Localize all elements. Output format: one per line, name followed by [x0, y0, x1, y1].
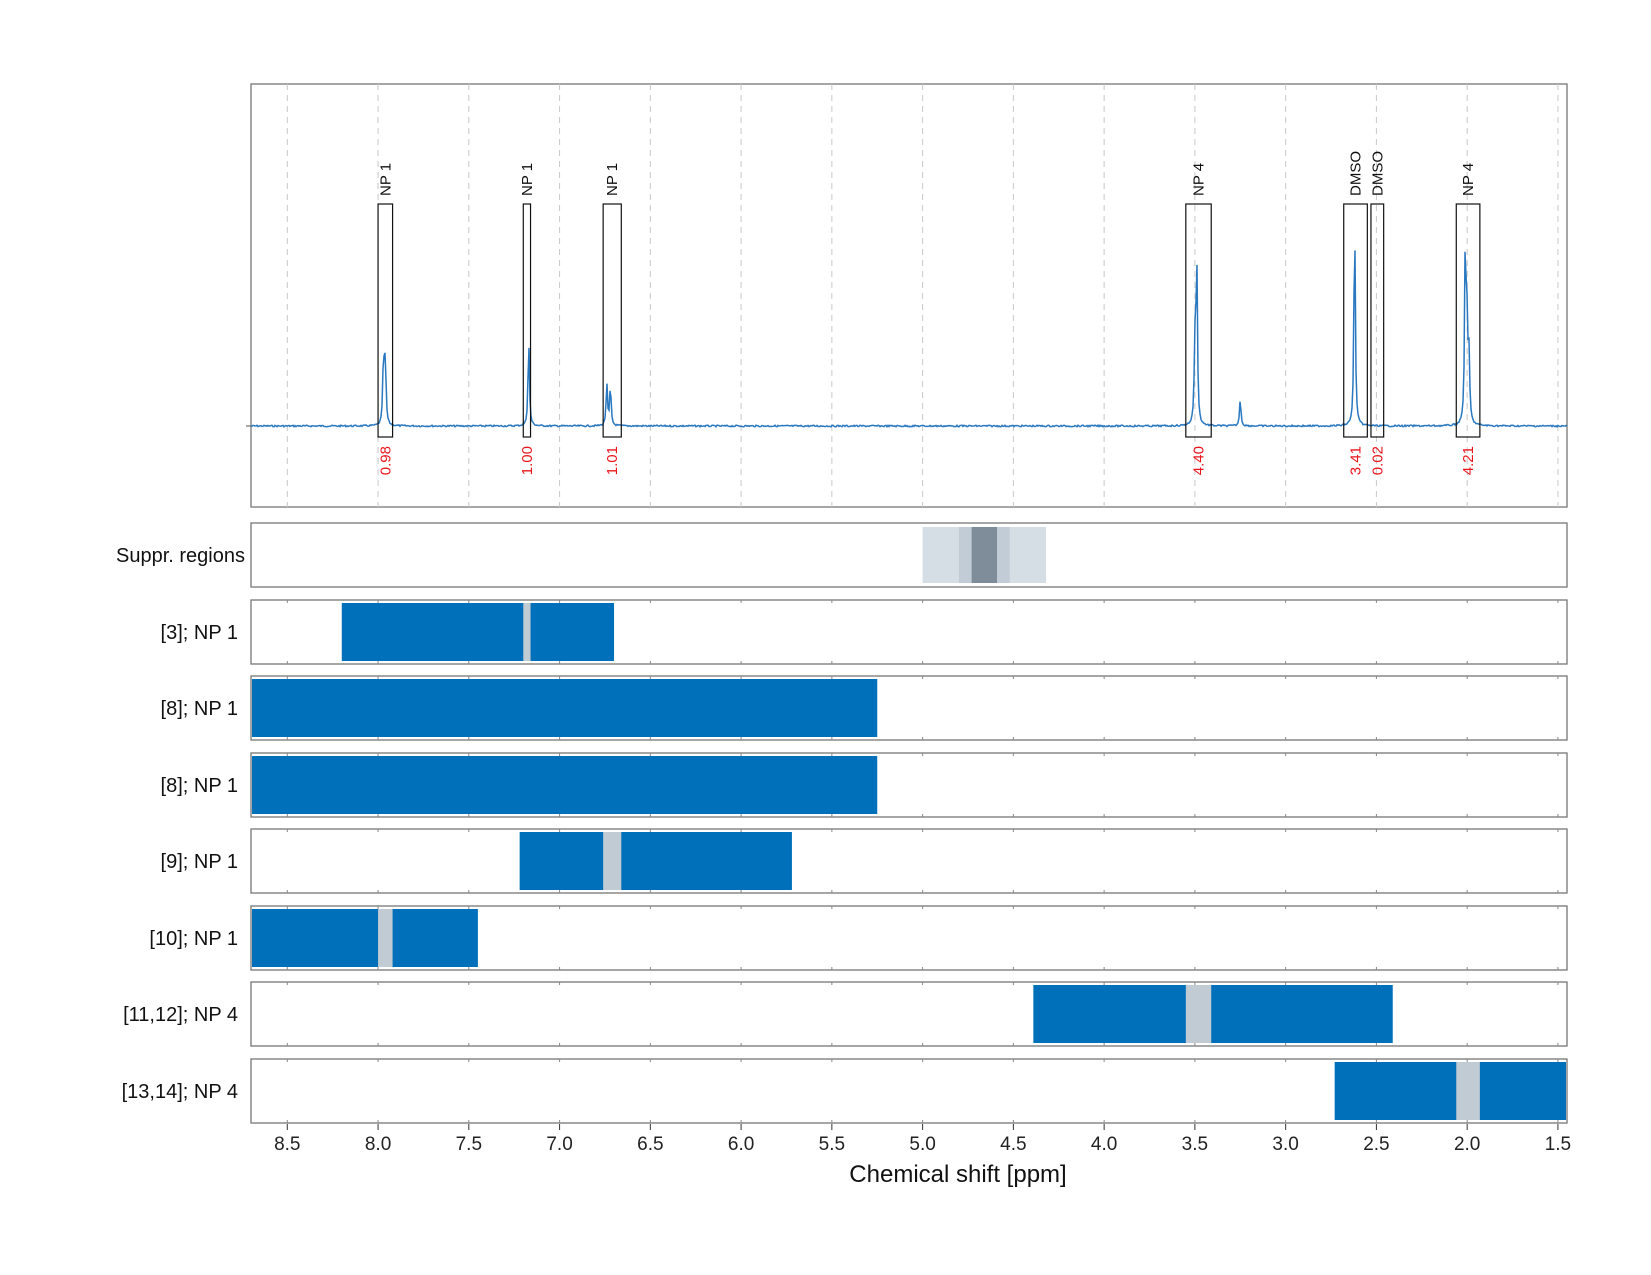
track-label: [10]; NP 1	[149, 928, 238, 950]
x-tick-label: 7.5	[456, 1134, 482, 1155]
annotation-box	[1455, 203, 1481, 438]
integral-value: 0.98	[377, 446, 394, 475]
peak-label: NP 1	[377, 163, 394, 196]
annotation-box	[1370, 203, 1385, 438]
suppressed-regions-panel: Suppr. regions	[116, 522, 1568, 588]
suppr-frame	[250, 522, 1568, 588]
x-tick-label: 2.0	[1454, 1134, 1480, 1155]
x-tick-label: 3.0	[1272, 1134, 1298, 1155]
fit-track: [9]; NP 1	[161, 828, 1568, 894]
x-tick-label: 1.5	[1545, 1134, 1571, 1155]
x-tick-label: 3.5	[1182, 1134, 1208, 1155]
x-axis: 8.5 8.0 7.5 7.0 6.5 6.0 5.5 5.0 4.5 4.0 3.5 3.0 2.5 2…	[274, 1124, 1571, 1155]
peak-annotation: DMSO 0.02	[1369, 151, 1386, 475]
fit-track: [8]; NP 1	[161, 752, 1568, 818]
x-tick-label: 6.5	[637, 1134, 663, 1155]
peak-label: NP 1	[519, 163, 536, 196]
x-tick-label: 6.0	[728, 1134, 754, 1155]
fit-track: [10]; NP 1	[149, 905, 1568, 971]
track-bar	[252, 756, 878, 814]
peak-label: DMSO	[1348, 151, 1365, 196]
track-bar	[252, 679, 878, 737]
peak-label: NP 1	[604, 163, 621, 196]
peak-annotation: NP 1 1.01	[602, 163, 622, 475]
peak-label: NP 4	[1460, 163, 1477, 196]
annotation-box	[1185, 203, 1212, 438]
track-gap	[603, 832, 622, 890]
track-frame	[250, 828, 1568, 894]
peak-annotation: NP 1 0.98	[377, 163, 394, 475]
track-label: [9]; NP 1	[161, 851, 238, 873]
fit-track: [3]; NP 1	[161, 599, 1568, 665]
x-tick-label: 4.5	[1000, 1134, 1026, 1155]
fit-track: [13,14]; NP 4	[122, 1058, 1568, 1124]
annotation-box	[1343, 203, 1368, 438]
annotation-box	[377, 203, 394, 438]
integral-value: 4.40	[1191, 446, 1208, 475]
peak-annotation: NP 4 4.40	[1185, 163, 1212, 475]
integral-value: 1.00	[519, 446, 536, 475]
track-gap	[378, 909, 393, 967]
x-tick-label: 8.0	[365, 1134, 391, 1155]
peak-label: DMSO	[1369, 151, 1386, 196]
suppressed-regions-label: Suppr. regions	[116, 545, 245, 567]
track-label: [8]; NP 1	[161, 775, 238, 797]
spectrum-line	[250, 250, 1568, 429]
track-bar	[1033, 985, 1393, 1043]
spectrum-frame	[250, 83, 1568, 508]
annotation-box	[602, 203, 622, 438]
fit-track: [8]; NP 1	[161, 675, 1568, 741]
spectrum-panel: NP 1 0.98 NP 1 1.00 NP 1 1.01 NP 4 4.40 DMSO 3.41…	[246, 83, 1568, 508]
peak-annotation: NP 1 1.00	[519, 163, 536, 475]
track-gap	[523, 603, 531, 661]
integral-value: 0.02	[1369, 446, 1386, 475]
integral-value: 4.21	[1460, 446, 1477, 475]
track-bar	[341, 603, 615, 661]
x-axis-title: Chemical shift [ppm]	[849, 1161, 1066, 1188]
fit-tracks: [3]; NP 1 [8]; NP 1 [8]; NP 1 [9]; NP 1 [10]…	[122, 599, 1568, 1124]
track-label: [11,12]; NP 4	[123, 1004, 238, 1026]
peak-label: NP 4	[1191, 163, 1208, 196]
peak-annotation: NP 4 4.21	[1455, 163, 1481, 475]
annotation-box	[522, 203, 532, 438]
fit-track: [11,12]; NP 4	[123, 981, 1568, 1047]
suppressed-band	[971, 527, 998, 583]
x-tick-label: 4.0	[1091, 1134, 1117, 1155]
x-tick-label: 5.5	[819, 1134, 845, 1155]
x-tick-label: 8.5	[274, 1134, 300, 1155]
track-label: [13,14]; NP 4	[122, 1081, 238, 1103]
integral-value: 3.41	[1348, 446, 1365, 475]
track-label: [8]; NP 1	[161, 698, 238, 720]
track-label: [3]; NP 1	[161, 622, 238, 644]
track-bar	[519, 832, 792, 890]
track-gap	[1185, 985, 1212, 1043]
track-bar	[1334, 1062, 1566, 1120]
track-bar	[252, 909, 478, 967]
integral-value: 1.01	[604, 446, 621, 475]
track-gap	[1456, 1062, 1480, 1120]
x-tick-label: 5.0	[909, 1134, 935, 1155]
peak-annotation: DMSO 3.41	[1343, 151, 1368, 475]
x-tick-label: 7.0	[546, 1134, 572, 1155]
x-tick-label: 2.5	[1363, 1134, 1389, 1155]
